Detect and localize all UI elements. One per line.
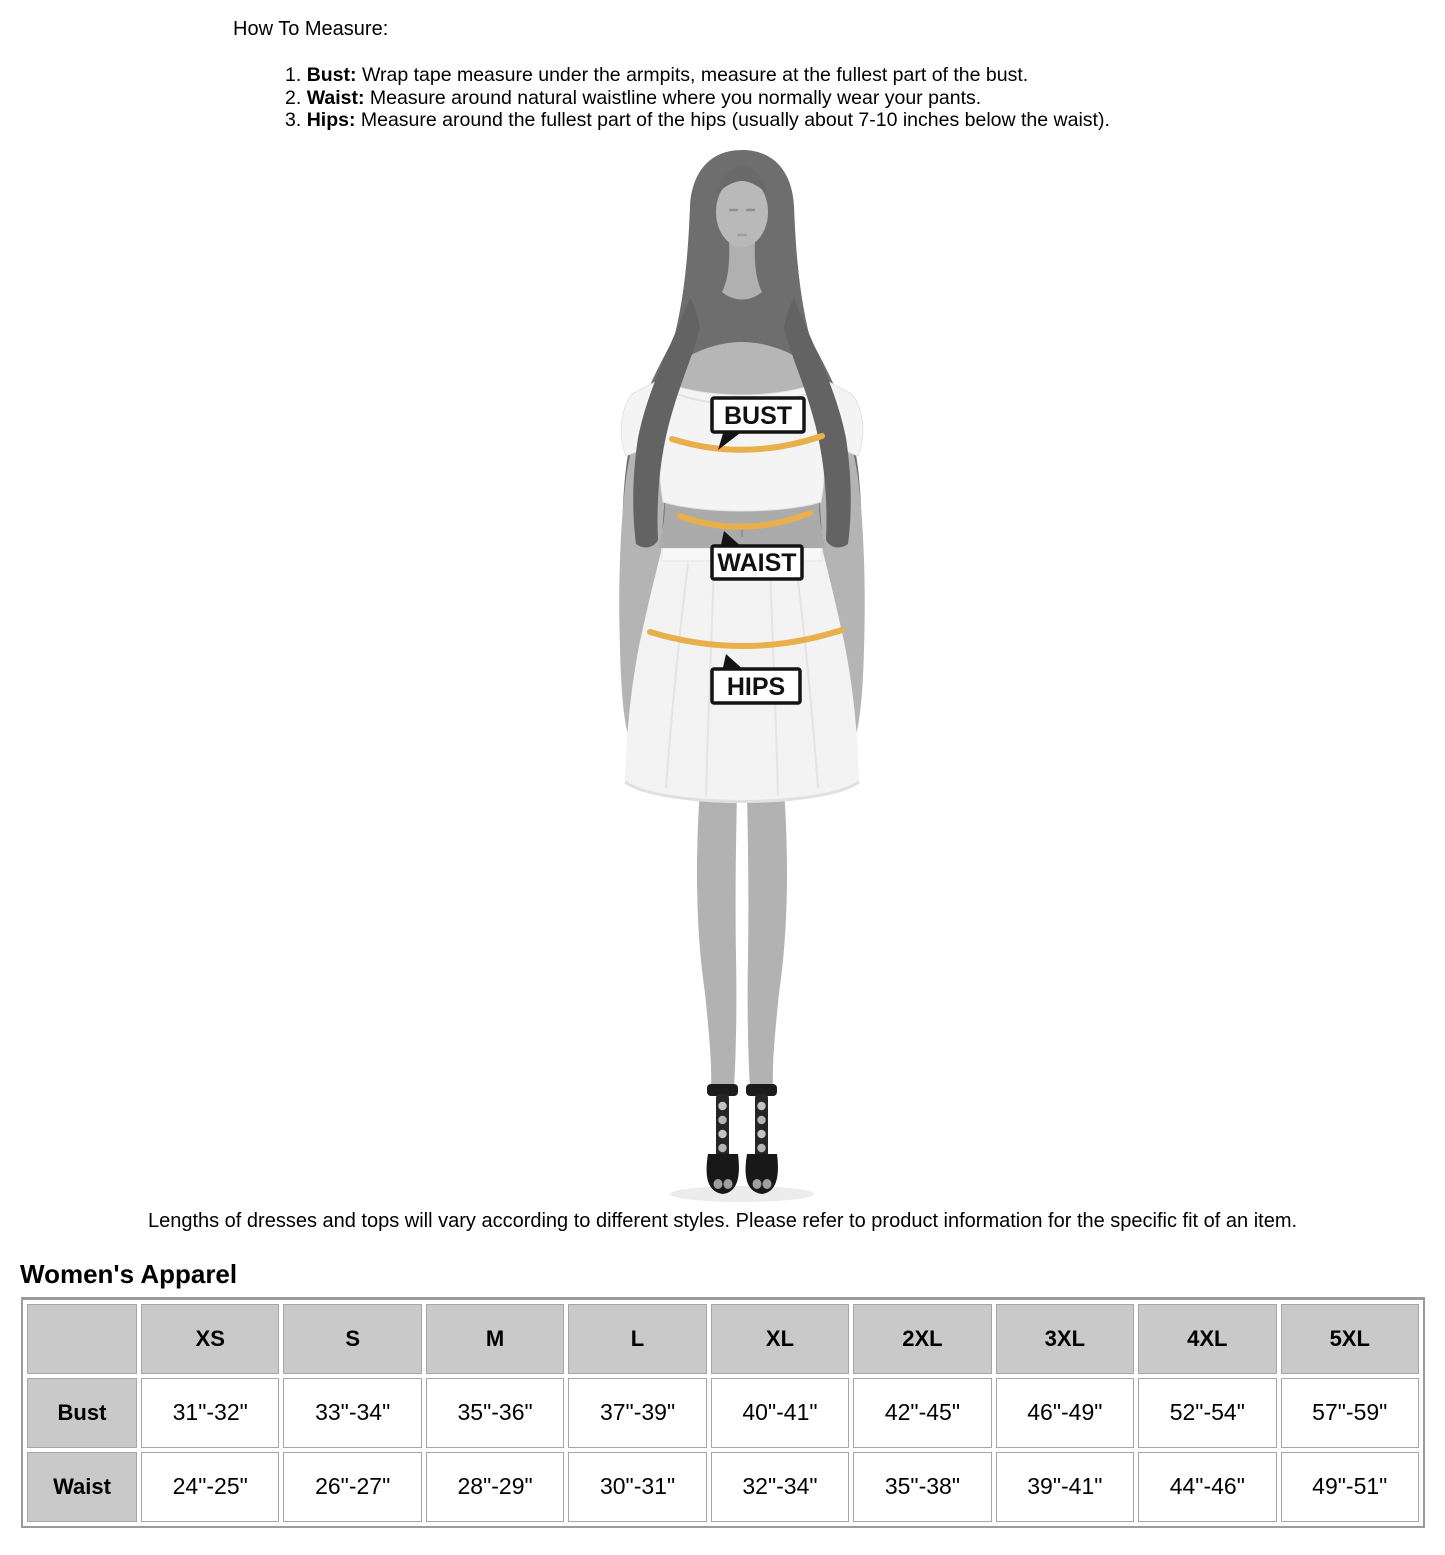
face-features xyxy=(728,208,756,236)
waist-label: WAIST xyxy=(710,530,804,581)
size-cell: 37"-39" xyxy=(568,1377,707,1448)
size-cell: 30"-31" xyxy=(568,1451,707,1522)
size-column-header: 5XL xyxy=(1280,1303,1419,1374)
table-row-bust: Bust 31"-32" 33"-34" 35"-36" 37"-39" 40"… xyxy=(27,1377,1419,1448)
size-column-header: 4XL xyxy=(1138,1303,1277,1374)
measurement-figure: BUST WAIST HIPS xyxy=(562,148,922,1206)
hair-strand-left xyxy=(633,297,700,547)
right-shoe xyxy=(745,1083,778,1194)
note-text: Lengths of dresses and tops will vary ac… xyxy=(147,1209,1298,1232)
size-cell: 26"-27" xyxy=(283,1451,422,1522)
step-label: Hips: xyxy=(306,109,356,131)
howto-section: How To Measure: 1. Bust: Wrap tape measu… xyxy=(0,0,1445,132)
step-label: Waist: xyxy=(306,86,365,109)
corner-cell xyxy=(27,1303,137,1374)
size-cell: 28"-29" xyxy=(425,1451,565,1522)
step-number: 3. xyxy=(285,109,302,131)
bust-callout-tail xyxy=(718,429,744,450)
shoulders-skin xyxy=(655,341,829,407)
row-header: Bust xyxy=(27,1377,137,1448)
step-text: Measure around the fullest part of the h… xyxy=(360,109,1110,131)
hair-front xyxy=(716,165,768,196)
size-cell: 32"-34" xyxy=(710,1451,850,1522)
size-cell: 42"-45" xyxy=(853,1377,992,1448)
size-column-header: 2XL xyxy=(853,1303,992,1374)
bust-callout-box xyxy=(710,395,806,434)
size-column-header: XS xyxy=(141,1303,280,1374)
size-cell: 39"-41" xyxy=(995,1451,1135,1522)
step-text: Measure around natural waistline where y… xyxy=(369,86,982,109)
size-cell: 52"-54" xyxy=(1138,1377,1277,1448)
bust-line xyxy=(669,432,825,453)
hips-line xyxy=(647,626,845,649)
table-header-row: XS S M L XL 2XL 3XL 4XL 5XL xyxy=(27,1303,1419,1374)
floor-shadow xyxy=(670,1185,814,1202)
waist-callout-text: WAIST xyxy=(717,549,796,577)
size-cell: 31"-32" xyxy=(141,1377,280,1448)
skirt-hem-shade xyxy=(624,780,860,803)
size-cell: 57"-59" xyxy=(1280,1377,1419,1448)
size-cell: 46"-49" xyxy=(995,1377,1135,1448)
howto-steps: 1. Bust: Wrap tape measure under the arm… xyxy=(285,64,1445,132)
hips-label: HIPS xyxy=(710,653,802,705)
size-cell: 40"-41" xyxy=(710,1377,850,1448)
size-cell: 33"-34" xyxy=(283,1377,422,1448)
hips-callout-box xyxy=(710,666,802,705)
bust-label: BUST xyxy=(710,395,806,450)
waist-line xyxy=(677,509,813,530)
size-column-header: XL xyxy=(710,1303,850,1374)
size-column-header: 3XL xyxy=(995,1303,1135,1374)
table-row-waist: Waist 24"-25" 26"-27" 28"-29" 30"-31" 32… xyxy=(27,1451,1419,1522)
hips-callout-text: HIPS xyxy=(727,673,785,701)
section-title: Women's Apparel xyxy=(20,1258,238,1289)
neck xyxy=(722,239,762,299)
hair-strand-right xyxy=(784,297,851,547)
model-illustration: BUST WAIST HIPS xyxy=(619,149,865,1202)
size-cell: 35"-38" xyxy=(853,1451,992,1522)
size-column-header: L xyxy=(568,1303,707,1374)
row-header: Waist xyxy=(27,1451,137,1522)
face xyxy=(716,176,768,247)
size-table: XS S M L XL 2XL 3XL 4XL 5XL Bust 31"-32"… xyxy=(21,1296,1425,1528)
step-number: 1. xyxy=(285,64,302,86)
size-cell: 35"-36" xyxy=(425,1377,565,1448)
waist-callout-box xyxy=(710,543,804,581)
howto-step: 1. Bust: Wrap tape measure under the arm… xyxy=(285,64,1445,87)
left-leg xyxy=(697,787,737,1088)
step-text: Wrap tape measure under the armpits, mea… xyxy=(361,64,1029,86)
size-cell: 24"-25" xyxy=(141,1451,280,1522)
size-cell: 49"-51" xyxy=(1280,1451,1419,1522)
howto-step: 2. Waist: Measure around natural waistli… xyxy=(285,87,1445,110)
step-number: 2. xyxy=(285,86,302,109)
size-column-header: S xyxy=(283,1303,422,1374)
step-label: Bust: xyxy=(306,64,357,86)
left-shoe xyxy=(706,1083,739,1194)
right-leg xyxy=(747,787,787,1088)
size-cell: 44"-46" xyxy=(1138,1451,1277,1522)
howto-step: 3. Hips: Measure around the fullest part… xyxy=(285,109,1445,132)
bust-callout-text: BUST xyxy=(724,402,792,430)
size-column-header: M xyxy=(425,1303,565,1374)
howto-title: How To Measure: xyxy=(233,18,389,40)
